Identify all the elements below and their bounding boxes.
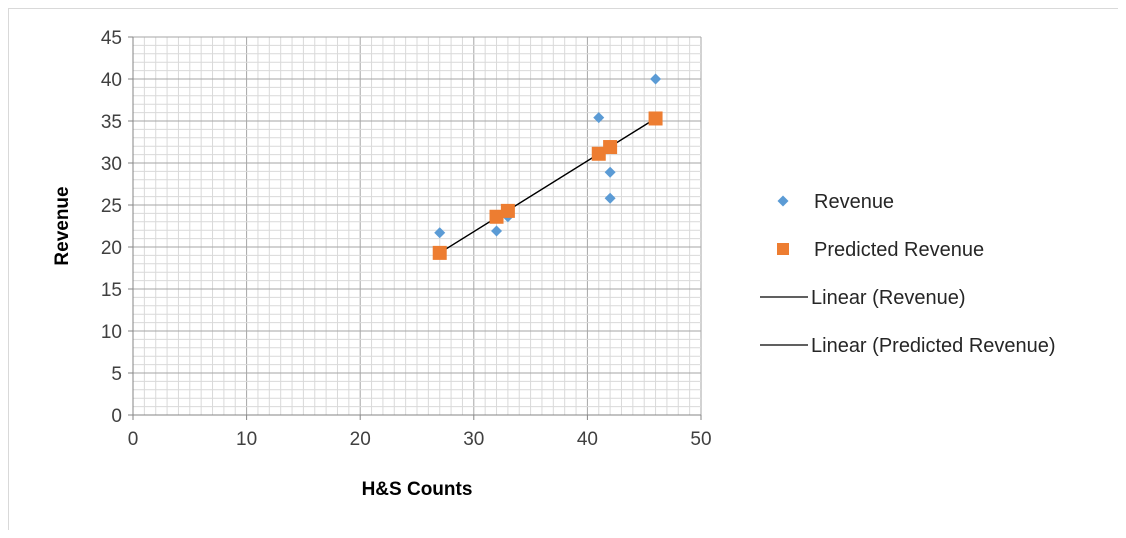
y-tick-label: 0 [111, 406, 122, 427]
x-tick-label: 50 [690, 429, 711, 450]
legend-label: Predicted Revenue [814, 239, 984, 261]
x-tick-label: 40 [577, 429, 598, 450]
data-points [432, 73, 663, 260]
predicted-revenue-point [489, 209, 504, 224]
x-axis-title: H&S Counts [362, 479, 473, 500]
legend-label: Linear (Predicted Revenue) [811, 335, 1056, 357]
predicted-revenue-point [432, 245, 447, 260]
y-axis-title: Revenue [52, 186, 73, 265]
y-tick-label: 25 [101, 196, 122, 217]
legend-label: Revenue [814, 191, 894, 213]
y-tick-label: 15 [101, 280, 122, 301]
legend-label: Linear (Revenue) [811, 287, 966, 309]
revenue-point [604, 192, 616, 204]
trendline [439, 117, 656, 254]
y-tick-label: 40 [101, 70, 122, 91]
x-tick-label: 20 [350, 429, 371, 450]
revenue-point [593, 112, 605, 124]
y-tick-label: 20 [101, 238, 122, 259]
x-tick-label: 30 [463, 429, 484, 450]
axes [128, 36, 702, 420]
chart-frame [8, 8, 1118, 530]
y-tick-label: 35 [101, 112, 122, 133]
legend: Revenue Predicted Revenue Linear (Revenue)… [760, 191, 1056, 357]
y-tick-label: 10 [101, 322, 122, 343]
revenue-point [650, 73, 662, 85]
y-tick-label: 30 [101, 154, 122, 175]
grid [132, 36, 702, 416]
y-tick-label: 5 [111, 364, 122, 385]
x-tick-label: 0 [128, 429, 139, 450]
predicted-revenue-point [603, 140, 618, 155]
revenue-point [604, 166, 616, 178]
legend-square-icon [777, 243, 789, 255]
tick-labels: 0 10 20 30 40 50 0 5 10 15 20 25 30 35 40 45 [101, 28, 712, 450]
x-tick-label: 10 [236, 429, 257, 450]
predicted-revenue-point [500, 203, 515, 218]
legend-diamond-icon [777, 195, 789, 207]
predicted-revenue-point [648, 111, 663, 126]
predicted-revenue-point [591, 146, 606, 161]
trendlines [439, 117, 656, 254]
revenue-point [434, 227, 446, 239]
revenue-point [491, 225, 503, 237]
y-tick-label: 45 [101, 28, 122, 49]
